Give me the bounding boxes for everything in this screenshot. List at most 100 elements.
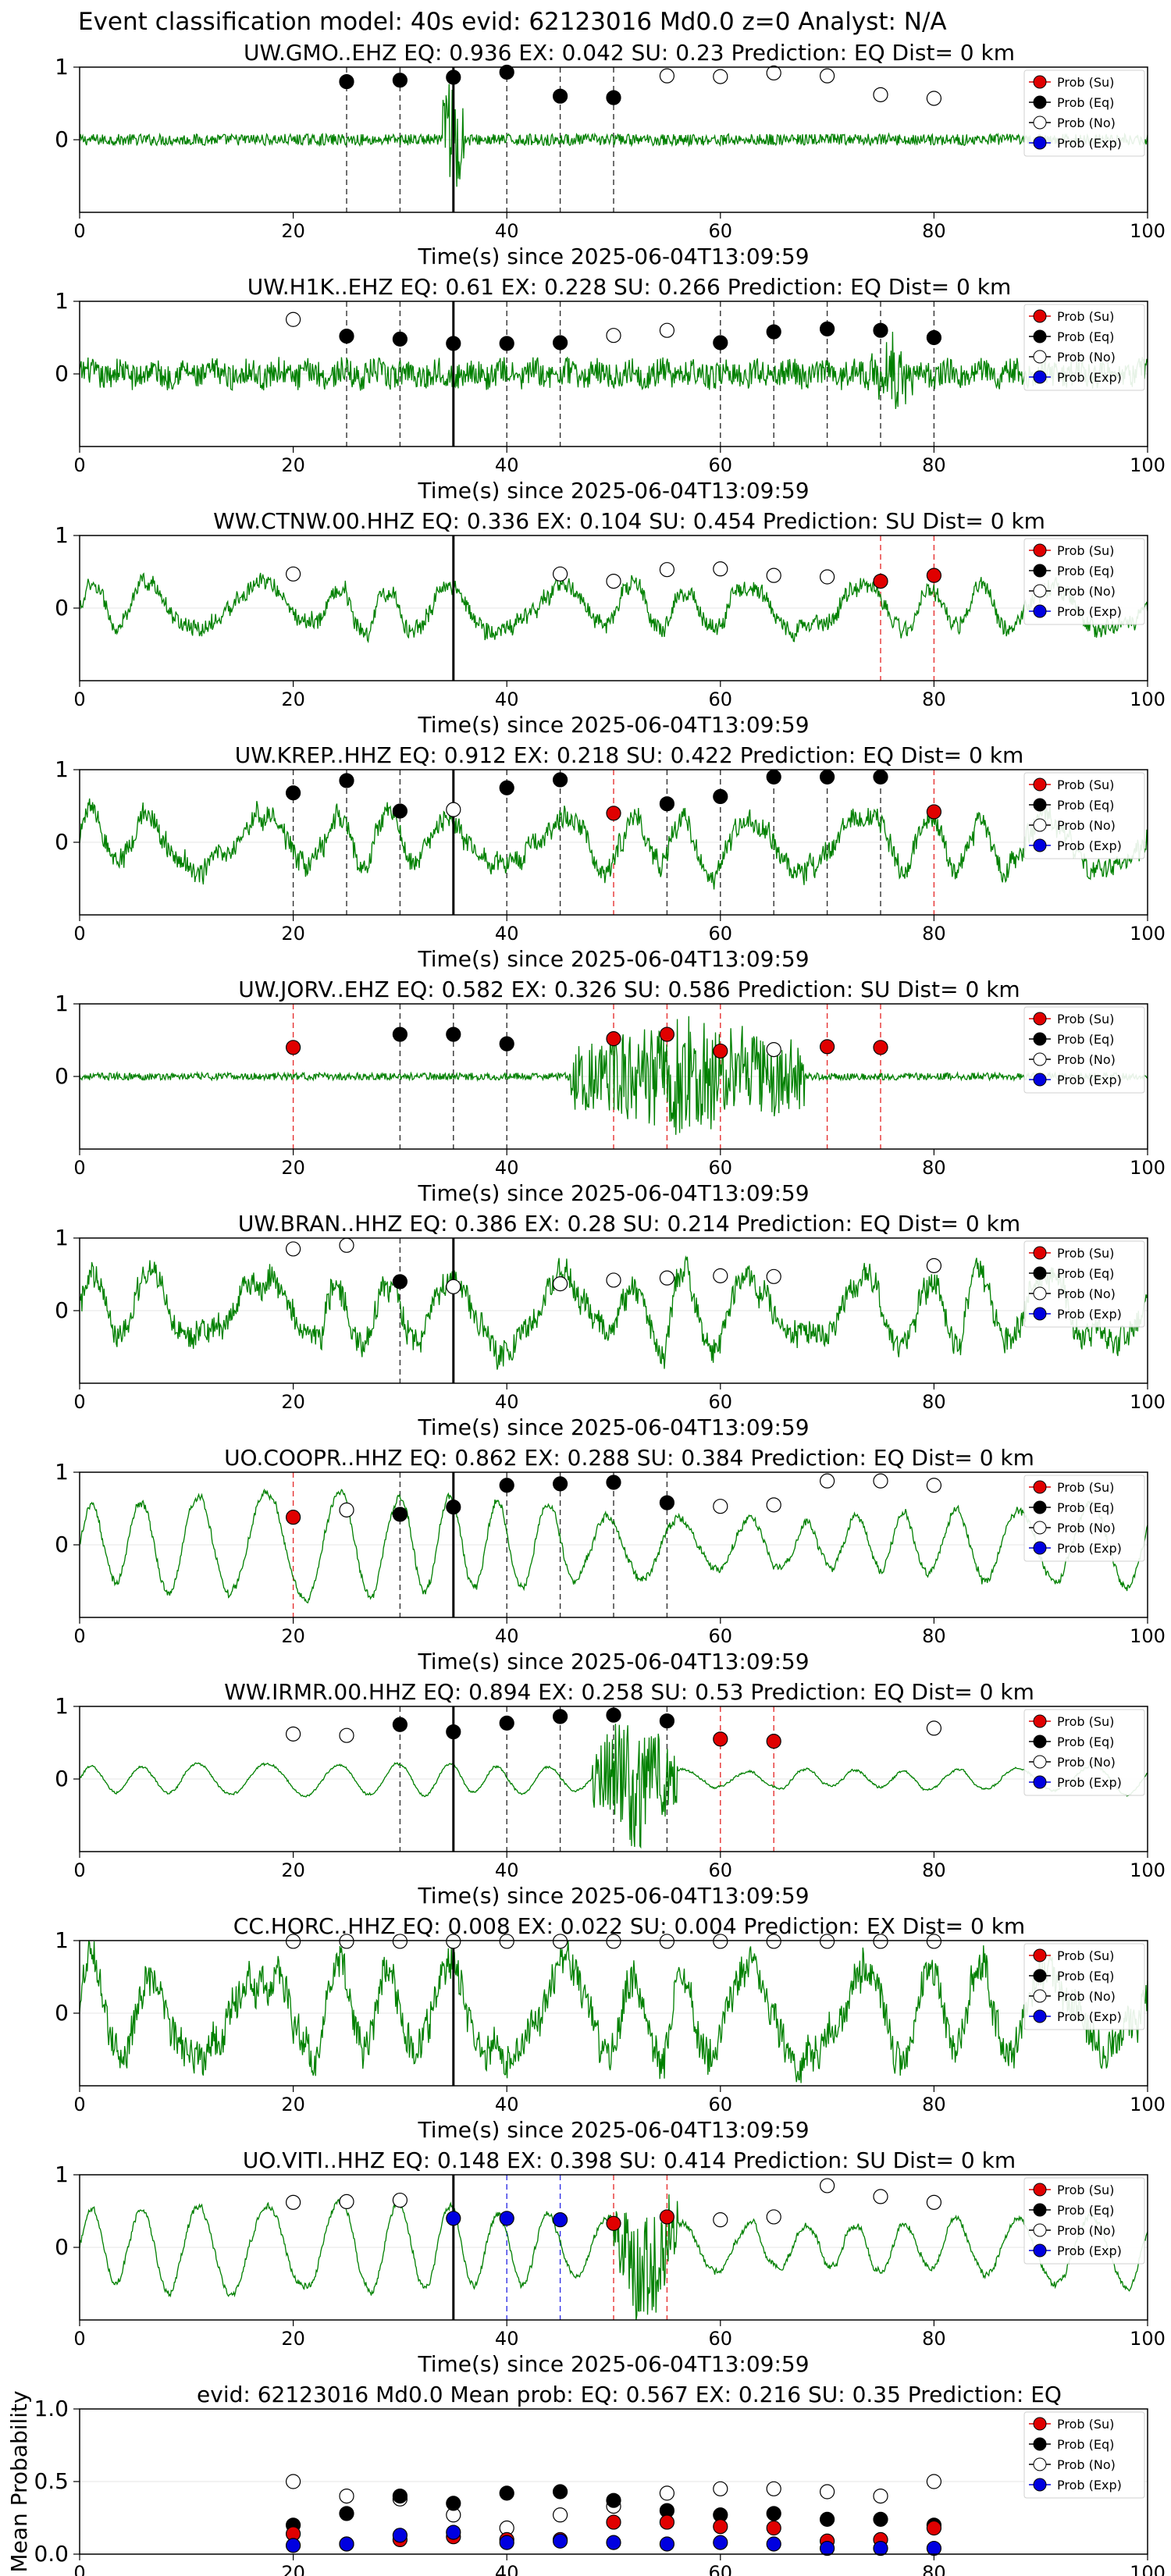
mean-prob-point-eq — [873, 2511, 888, 2527]
mean-prob-point-exp — [499, 2535, 514, 2550]
mean-prob-point-no — [339, 2489, 354, 2504]
prob-point-no — [766, 2209, 781, 2225]
legend-marker-no — [1033, 1286, 1047, 1300]
prob-point-no — [606, 328, 621, 343]
seismic-trace — [80, 331, 1148, 409]
prob-point-su — [606, 1031, 621, 1047]
x-tick-label: 60 — [709, 454, 733, 476]
prob-point-eq — [286, 785, 301, 801]
legend-label: Prob (Exp) — [1057, 2478, 1122, 2492]
prob-point-no — [766, 1268, 781, 1284]
y-tick-label: 0 — [55, 1532, 69, 1557]
mean-prob-point-su — [766, 2520, 781, 2536]
legend-label: Prob (Eq) — [1057, 95, 1114, 110]
legend-box — [1023, 1006, 1145, 1094]
x-axis-label: Time(s) since 2025-06-04T13:09:59 — [417, 1649, 809, 1674]
x-tick-label: 100 — [1130, 220, 1166, 242]
prob-point-su — [606, 806, 621, 821]
x-tick-label: 60 — [709, 688, 733, 710]
prob-point-no — [286, 1726, 301, 1742]
x-tick-label: 100 — [1130, 1625, 1166, 1647]
panel-5: 0 20 40 60 80 100 0 1 Time(s) since 2025-06-04T1… — [55, 1211, 1166, 1440]
prob-point-eq — [552, 772, 568, 788]
prob-point-no — [286, 1934, 301, 1949]
legend-marker-su — [1033, 777, 1047, 792]
prob-point-eq — [766, 769, 781, 785]
x-tick-label: 80 — [922, 220, 946, 242]
legend-label: Prob (Eq) — [1057, 329, 1114, 344]
mean-prob-point-eq — [339, 2506, 354, 2521]
legend-marker-no — [1033, 2223, 1047, 2237]
legend-marker-su — [1033, 1012, 1047, 1026]
prob-point-su — [873, 1040, 888, 1055]
prob-point-no — [873, 87, 888, 102]
prob-point-no — [552, 566, 568, 582]
mean-prob-point-su — [713, 2519, 728, 2535]
prob-point-eq — [392, 1274, 408, 1290]
legend-label: Prob (Su) — [1057, 543, 1114, 558]
legend-box — [1023, 304, 1145, 391]
y-tick-label: 0.5 — [34, 2468, 69, 2494]
panel-title: UW.H1K..EHZ EQ: 0.61 EX: 0.228 SU: 0.266… — [247, 274, 1012, 300]
x-tick-label: 60 — [709, 2562, 733, 2576]
legend-marker-exp — [1033, 2243, 1047, 2258]
x-tick-label: 0 — [73, 1391, 85, 1413]
prob-point-eq — [659, 1495, 675, 1510]
mean-prob-point-exp — [552, 2533, 568, 2549]
legend-marker-su — [1033, 309, 1047, 323]
prob-point-eq — [446, 1500, 461, 1515]
legend-label: Prob (Eq) — [1057, 564, 1114, 578]
prob-point-su — [606, 2215, 621, 2231]
seismic-trace — [80, 798, 1148, 890]
x-tick-label: 100 — [1130, 1859, 1166, 1881]
legend-label: Prob (No) — [1057, 818, 1116, 833]
panel-title: evid: 62123016 Md0.0 Mean prob: EQ: 0.56… — [197, 2382, 1062, 2407]
prob-point-no — [392, 1934, 408, 1949]
prob-point-su — [286, 1510, 301, 1525]
prob-point-no — [339, 1502, 354, 1517]
prob-point-exp — [446, 2211, 461, 2226]
y-tick-label: 0 — [55, 2000, 69, 2026]
legend-marker-su — [1033, 543, 1047, 557]
prob-point-eq — [766, 324, 781, 340]
prob-point-eq — [499, 1036, 514, 1051]
mean-prob-point-no — [926, 2474, 942, 2489]
mean-prob-point-no — [873, 2489, 888, 2504]
mean-prob-point-su — [926, 2520, 942, 2536]
x-tick-label: 0 — [73, 2328, 85, 2350]
prob-point-no — [286, 311, 301, 327]
mean-prob-point-eq — [766, 2506, 781, 2521]
legend-label: Prob (Su) — [1057, 1948, 1114, 1963]
y-tick-label: 0 — [55, 829, 69, 855]
legend-label: Prob (No) — [1057, 1755, 1116, 1770]
panel-7: 0 20 40 60 80 100 0 1 Time(s) since 2025-06-04T1… — [55, 1679, 1166, 1909]
prob-point-no — [552, 1276, 568, 1292]
mean-prob-point-exp — [286, 2538, 301, 2553]
prob-point-eq — [446, 336, 461, 351]
x-axis-label: Time(s) since 2025-06-04T13:09:59 — [417, 2351, 809, 2377]
mean-prob-point-su — [659, 2514, 675, 2530]
legend-label: Prob (Su) — [1057, 2183, 1114, 2197]
prob-point-eq — [499, 780, 514, 795]
panel-title: WW.IRMR.00.HHZ EQ: 0.894 EX: 0.258 SU: 0… — [224, 1679, 1034, 1705]
prob-point-eq — [552, 335, 568, 350]
x-tick-label: 0 — [73, 220, 85, 242]
prob-point-exp — [499, 2211, 514, 2226]
legend-marker-exp — [1033, 1073, 1047, 1087]
x-tick-label: 0 — [73, 688, 85, 710]
y-tick-label: 1 — [55, 1225, 69, 1251]
x-axis-label: Time(s) since 2025-06-04T13:09:59 — [417, 2117, 809, 2143]
prob-point-no — [819, 1934, 835, 1949]
x-axis-label: Time(s) since 2025-06-04T13:09:59 — [417, 1883, 809, 1909]
prob-point-no — [339, 1727, 354, 1743]
prob-point-no — [819, 1473, 835, 1489]
legend-marker-no — [1033, 1052, 1047, 1066]
x-tick-label: 80 — [922, 1625, 946, 1647]
prob-point-no — [713, 1499, 728, 1514]
x-axis-label: Time(s) since 2025-06-04T13:09:59 — [417, 712, 809, 738]
x-tick-label: 0 — [73, 923, 85, 945]
prob-point-eq — [446, 1026, 461, 1042]
y-tick-label: 1 — [55, 522, 69, 548]
x-axis-label: Time(s) since 2025-06-04T13:09:59 — [417, 478, 809, 503]
x-tick-label: 100 — [1130, 2094, 1166, 2115]
